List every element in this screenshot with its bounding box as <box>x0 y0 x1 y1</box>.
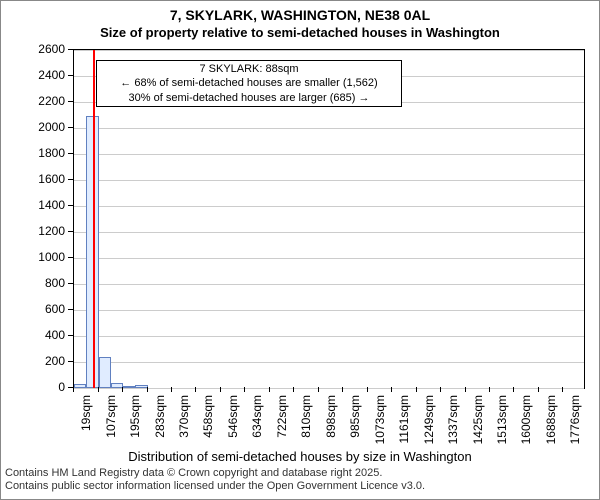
x-tick-label: 195sqm <box>128 395 142 445</box>
x-tick-label: 370sqm <box>177 395 191 445</box>
x-tick-label: 458sqm <box>201 395 215 445</box>
y-tick-label: 2000 <box>31 120 65 134</box>
x-tick <box>416 387 417 392</box>
x-tick <box>318 387 319 392</box>
y-tick <box>68 361 73 362</box>
x-tick-label: 107sqm <box>104 395 118 445</box>
x-tick-label: 1249sqm <box>422 395 436 445</box>
x-tick <box>489 387 490 392</box>
histogram-bar <box>99 357 111 388</box>
gridline <box>74 284 584 285</box>
gridline <box>74 128 584 129</box>
x-tick-label: 1688sqm <box>544 395 558 445</box>
y-tick <box>68 153 73 154</box>
x-tick-label: 898sqm <box>324 395 338 445</box>
y-tick <box>68 283 73 284</box>
x-tick-label: 1600sqm <box>519 395 533 445</box>
y-tick-label: 2400 <box>31 68 65 82</box>
x-tick-label: 1776sqm <box>568 395 582 445</box>
y-tick-label: 2600 <box>31 42 65 56</box>
y-tick-label: 0 <box>31 380 65 394</box>
x-tick <box>98 387 99 392</box>
callout-line: 30% of semi-detached houses are larger (… <box>101 91 397 105</box>
x-tick <box>562 387 563 392</box>
x-axis-label: Distribution of semi-detached houses by … <box>1 449 599 464</box>
x-tick <box>293 387 294 392</box>
y-tick-label: 600 <box>31 302 65 316</box>
y-tick <box>68 335 73 336</box>
gridline <box>74 336 584 337</box>
x-tick-label: 1161sqm <box>397 395 411 445</box>
x-tick <box>73 387 74 392</box>
y-tick-label: 400 <box>31 328 65 342</box>
gridline <box>74 50 584 51</box>
y-tick-label: 1600 <box>31 172 65 186</box>
x-tick <box>513 387 514 392</box>
gridline <box>74 388 584 389</box>
chart-container: 7, SKYLARK, WASHINGTON, NE38 0AL Size of… <box>0 0 600 500</box>
footer-attribution: Contains HM Land Registry data © Crown c… <box>5 467 425 493</box>
histogram-bar <box>123 386 135 388</box>
y-tick-label: 1800 <box>31 146 65 160</box>
y-tick <box>68 127 73 128</box>
x-tick <box>220 387 221 392</box>
x-tick <box>538 387 539 392</box>
callout-line: 7 SKYLARK: 88sqm <box>101 62 397 76</box>
x-tick <box>171 387 172 392</box>
x-tick-label: 546sqm <box>226 395 240 445</box>
gridline <box>74 258 584 259</box>
highlight-line <box>93 50 95 388</box>
y-tick-label: 1200 <box>31 224 65 238</box>
x-tick <box>195 387 196 392</box>
x-tick-label: 1337sqm <box>446 395 460 445</box>
y-tick <box>68 179 73 180</box>
x-tick-label: 1425sqm <box>471 395 485 445</box>
gridline <box>74 232 584 233</box>
x-tick-label: 1073sqm <box>373 395 387 445</box>
y-tick <box>68 49 73 50</box>
x-tick <box>122 387 123 392</box>
x-tick-label: 634sqm <box>250 395 264 445</box>
x-tick <box>147 387 148 392</box>
y-tick <box>68 231 73 232</box>
x-tick-label: 985sqm <box>348 395 362 445</box>
x-tick-label: 19sqm <box>79 395 93 445</box>
y-tick-label: 200 <box>31 354 65 368</box>
y-tick <box>68 205 73 206</box>
plot-area: 7 SKYLARK: 88sqm← 68% of semi-detached h… <box>73 49 585 389</box>
x-tick-label: 810sqm <box>299 395 313 445</box>
y-tick-label: 1000 <box>31 250 65 264</box>
gridline <box>74 206 584 207</box>
y-tick <box>68 101 73 102</box>
chart-subtitle: Size of property relative to semi-detach… <box>1 25 599 40</box>
gridline <box>74 180 584 181</box>
x-tick <box>342 387 343 392</box>
gridline <box>74 154 584 155</box>
x-tick <box>391 387 392 392</box>
callout-line: ← 68% of semi-detached houses are smalle… <box>101 76 397 90</box>
y-tick-label: 2200 <box>31 94 65 108</box>
x-tick <box>367 387 368 392</box>
x-tick-label: 283sqm <box>153 395 167 445</box>
x-tick <box>269 387 270 392</box>
chart-title: 7, SKYLARK, WASHINGTON, NE38 0AL <box>1 7 599 23</box>
x-tick <box>244 387 245 392</box>
x-tick-label: 1513sqm <box>495 395 509 445</box>
gridline <box>74 310 584 311</box>
y-tick-label: 800 <box>31 276 65 290</box>
x-tick-label: 722sqm <box>275 395 289 445</box>
y-tick <box>68 257 73 258</box>
gridline <box>74 362 584 363</box>
histogram-bar <box>74 384 86 388</box>
y-tick <box>68 75 73 76</box>
y-tick <box>68 309 73 310</box>
x-tick <box>465 387 466 392</box>
y-tick-label: 1400 <box>31 198 65 212</box>
callout-box: 7 SKYLARK: 88sqm← 68% of semi-detached h… <box>96 60 402 107</box>
x-tick <box>440 387 441 392</box>
